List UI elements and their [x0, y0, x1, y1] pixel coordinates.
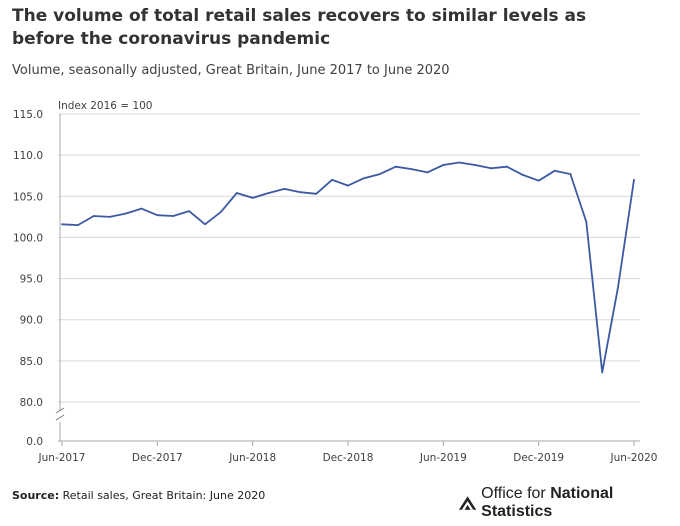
data-point — [569, 173, 572, 175]
data-point — [331, 178, 334, 181]
data-point — [219, 211, 222, 213]
data-point — [362, 177, 365, 180]
chart-subtitle: Volume, seasonally adjusted, Great Brita… — [12, 63, 450, 78]
y-tick-label: 100.0 — [13, 232, 43, 244]
data-point — [108, 215, 111, 218]
x-tick-label: Jun-2020 — [610, 452, 658, 464]
data-point — [442, 164, 445, 166]
gridlines — [58, 113, 640, 403]
data-point — [490, 167, 492, 170]
data-point — [474, 164, 477, 166]
axis-break-mark — [55, 407, 65, 414]
data-point — [315, 192, 318, 195]
data-point — [92, 215, 95, 217]
data-point — [61, 223, 63, 226]
axis-break-mark — [55, 414, 65, 421]
x-tick-label: Dec-2018 — [323, 452, 374, 464]
y-tick-label: 85.0 — [20, 356, 43, 368]
unit-label: Index 2016 = 100 — [58, 100, 152, 112]
chart-title: The volume of total retail sales recover… — [12, 6, 587, 49]
data-point — [235, 192, 238, 194]
x-tick-label: Dec-2017 — [132, 452, 183, 464]
data-point — [251, 197, 254, 199]
y-tick-label: 80.0 — [20, 397, 43, 409]
x-tick-label: Jun-2017 — [38, 452, 86, 464]
ons-logo: Office for National Statistics — [458, 485, 680, 521]
data-point — [601, 371, 604, 374]
x-axis: Jun-2017 Dec-2017 Jun-2018 Dec-2018 Jun-2019… — [38, 440, 658, 464]
data-point — [124, 212, 127, 215]
data-point — [505, 165, 508, 168]
data-point — [521, 173, 524, 176]
data-point — [537, 179, 540, 182]
x-tick-label: Dec-2019 — [513, 452, 564, 464]
data-point — [188, 210, 191, 212]
data-point — [156, 214, 159, 217]
data-point — [553, 169, 556, 172]
x-tick-label: Jun-2018 — [228, 452, 276, 464]
data-point — [410, 168, 413, 171]
y-axis: 115.0 110.0 105.0 100.0 95.0 90.0 85.0 80.0 0.0 — [13, 109, 65, 448]
data-point — [617, 285, 620, 288]
data-point — [633, 178, 635, 181]
data-point — [140, 207, 143, 210]
data-point — [378, 173, 381, 175]
y-tick-label: 95.0 — [20, 274, 43, 286]
y-tick-label: 110.0 — [13, 150, 43, 162]
data-point — [394, 165, 397, 168]
data-point — [267, 192, 270, 194]
data-point — [172, 215, 175, 217]
y-tick-label: 105.0 — [13, 191, 43, 203]
source-text: Retail sales, Great Britain: June 2020 — [62, 489, 266, 502]
data-point — [458, 161, 461, 164]
ons-logo-icon — [458, 496, 477, 510]
y-tick-label: 90.0 — [20, 315, 43, 327]
line-chart: 115.0110.0105.0100.095.090.085.080.00.0 … — [13, 100, 658, 464]
y-tick-label: 0.0 — [26, 436, 43, 448]
ons-logo-text: Office for National Statistics — [481, 485, 680, 521]
data-point — [585, 220, 588, 223]
x-tick-label: Jun-2019 — [419, 452, 467, 464]
source-label: Source: — [12, 489, 60, 502]
data-point — [76, 224, 79, 226]
data-point — [204, 223, 206, 226]
data-point — [347, 184, 349, 187]
logo-prefix: Office for — [481, 485, 551, 502]
data-point — [283, 187, 286, 190]
series-group — [61, 161, 635, 374]
series-line — [61, 161, 635, 374]
source-note: Source: Retail sales, Great Britain: Jun… — [12, 489, 265, 502]
data-point — [299, 191, 302, 194]
logo-bold: National Statistics — [481, 485, 614, 520]
y-tick-label: 115.0 — [13, 109, 43, 121]
data-point — [426, 171, 429, 174]
